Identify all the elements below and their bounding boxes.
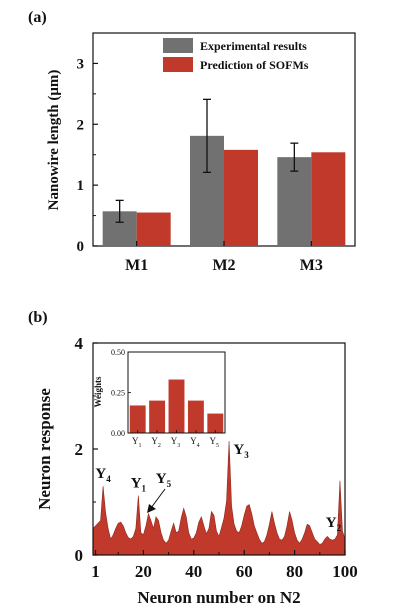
x-tick-label: 1 [91,562,100,581]
inset-weights-chart: 0.00 0.25 0.50 Y1 Y2 Y3 Y4 Y5 Weights [93,348,226,449]
legend-label-prediction: Prediction of SOFMs [200,58,309,72]
peak-label-y1: Y1 [131,476,147,494]
panel-a-bar-chart: (a) Nanowire length (μm) 0 1 2 3 M1 M2 M3 Exp… [28,9,356,274]
inset-x-tick-label: Y4 [190,436,200,449]
x-tick-label: 80 [286,562,303,581]
bar-prediction-m2 [224,149,258,246]
legend-label-experimental: Experimental results [200,39,307,53]
y-tick-label: 0 [77,239,85,255]
panel-a-label: (a) [28,9,47,26]
inset-x-tick-label: Y5 [210,436,220,449]
panel-a-bars [102,98,346,246]
peak-label-y5: Y5 [156,471,172,489]
inset-y-axis-label: Weights [93,376,103,408]
y-tick-label: 0 [75,546,84,565]
inset-y-tick-label: 0.25 [111,389,125,398]
panel-b-peak-annotations: Y4 Y1 Y5 Y3 Y2 [95,442,341,533]
peak-label-y4: Y4 [95,466,111,484]
bar-prediction-m1 [136,212,171,246]
bar-experimental-m3 [277,157,312,246]
inset-x-tick-label: Y3 [171,436,181,449]
annotation-arrow-head [147,504,156,513]
inset-y-tick-label: 0.50 [111,348,125,357]
panel-b-y-axis-label: Neuron response [35,388,54,510]
inset-x-tick-label: Y2 [151,436,161,449]
x-tick-label: M1 [125,257,148,274]
x-tick-label: M2 [212,257,235,274]
panel-b-x-axis-label: Neuron number on N2 [137,588,300,607]
inset-x-tick-label: Y1 [132,436,142,449]
peak-label-y3: Y3 [233,442,249,460]
inset-bars [129,379,224,433]
inset-y-ticks: 0.00 0.25 0.50 [111,348,131,438]
peak-label-y2: Y2 [326,515,342,533]
inset-bar-y4 [187,400,204,433]
panel-a-y-ticks: 0 1 2 3 [77,56,98,255]
y-tick-label: 1 [77,178,85,194]
y-tick-label: 2 [77,117,85,133]
panel-b-label: (b) [28,309,48,326]
panel-a-y-axis-label: Nanowire length (μm) [46,70,62,211]
inset-y-tick-label: 0.00 [111,429,125,438]
panel-a-x-ticks: M1 M2 M3 [125,241,323,274]
inset-bar-y3 [168,379,185,433]
x-tick-label: 40 [185,562,202,581]
inset-bar-y1 [129,405,146,433]
x-tick-label: M3 [300,257,323,274]
neuron-response-area [92,441,346,556]
panel-a-legend: Experimental results Prediction of SOFMs [163,38,309,72]
x-tick-label: 100 [332,562,358,581]
legend-swatch-experimental [163,38,193,53]
legend-swatch-prediction [163,57,193,72]
panel-b-y-ticks: 0 2 4 [75,334,98,565]
inset-bar-y2 [149,400,166,433]
inset-x-ticks: Y1 Y2 Y3 Y4 Y5 [132,430,219,449]
annotation-arrow-shaft [150,488,166,509]
x-tick-label: 60 [236,562,253,581]
bar-prediction-m3 [311,152,346,246]
y-tick-label: 3 [77,56,85,72]
panel-b-x-ticks: 1 20 40 60 80 100 [91,550,358,581]
x-tick-label: 20 [135,562,152,581]
y-tick-label: 2 [75,440,84,459]
panel-b-area-chart: (b) Neuron response Neuron number on N2 … [28,309,358,607]
inset-bar-y5 [207,413,224,433]
y-tick-label: 4 [75,334,84,353]
